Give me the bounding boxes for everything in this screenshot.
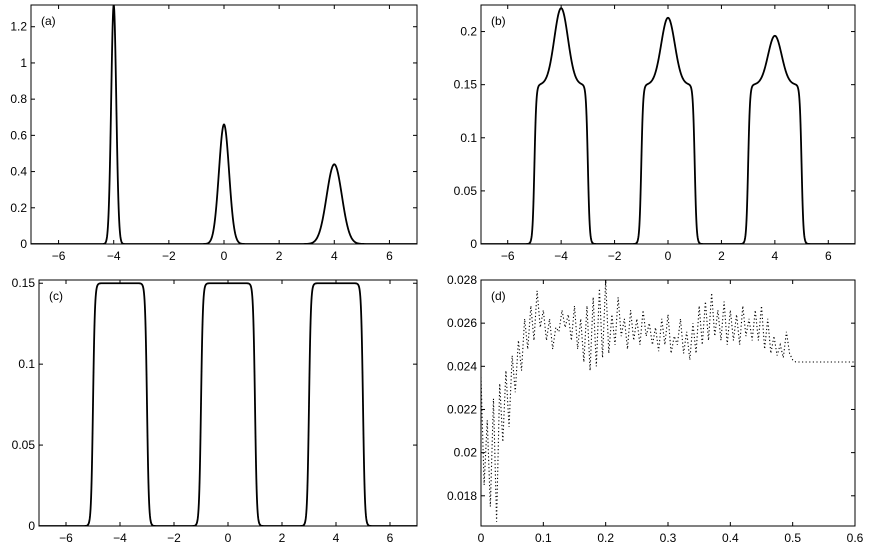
x-tick-label: 4 [772, 249, 779, 263]
y-tick-label: 0.4 [10, 165, 27, 179]
y-tick-label: 0 [20, 237, 27, 251]
y-tick-label: 0.15 [454, 78, 478, 92]
y-tick-label: 0.8 [10, 92, 27, 106]
y-tick-label: 0.05 [454, 184, 478, 198]
panel-label: (a) [41, 14, 56, 28]
y-tick-label: 0.1 [460, 131, 477, 145]
y-tick-label: 0.05 [12, 438, 36, 452]
y-tick-label: 0.2 [10, 201, 27, 215]
y-tick-label: 0 [470, 237, 477, 251]
series-line-solid [39, 282, 417, 526]
x-tick-label: −4 [554, 249, 568, 263]
x-tick-label: −2 [162, 249, 176, 263]
x-tick-label: 0 [478, 531, 485, 545]
series-line-dotted [481, 7, 855, 244]
panel-c: −6 −4 −2 0 2 4 6 0 0.05 0.1 0.15 (c) [12, 276, 418, 545]
y-tick-label: 0.028 [447, 273, 477, 287]
plot-frame [480, 4, 856, 245]
panel-label: (b) [491, 14, 506, 28]
x-tick-label: 0.1 [535, 531, 552, 545]
x-tick-label: 4 [331, 249, 338, 263]
x-tick-label: 0 [221, 249, 228, 263]
x-tick-label: −2 [167, 531, 181, 545]
y-tick-label: 1 [20, 56, 27, 70]
panel-d: 0 0.1 0.2 0.3 0.4 0.5 0.6 0.018 0.02 0.022 0.024 0.… [447, 273, 864, 545]
x-tick-label: 2 [276, 249, 283, 263]
x-tick-label: −6 [501, 249, 515, 263]
x-tick-label: 0 [225, 531, 232, 545]
panel-b: −6 −4 −2 0 2 4 6 0 0.05 0.1 0.15 0.2 (b) [454, 4, 856, 263]
y-tick-label: 1.2 [10, 20, 27, 34]
y-tick-label: 0.024 [447, 359, 477, 373]
x-tick-label: −6 [52, 249, 66, 263]
x-tick-label: 2 [718, 249, 725, 263]
y-tick-label: 0.2 [460, 25, 477, 39]
series-line-solid [31, 5, 417, 244]
x-tick-label: 0.3 [660, 531, 677, 545]
x-tick-label: 0.2 [597, 531, 614, 545]
series-line-dotted [481, 280, 855, 522]
x-tick-label: −4 [107, 249, 121, 263]
y-tick-label: 0.1 [18, 357, 35, 371]
y-tick-label: 0.026 [447, 316, 477, 330]
x-tick-label: 6 [387, 531, 394, 545]
x-tick-label: 4 [333, 531, 340, 545]
y-tick-label: 0.018 [447, 489, 477, 503]
x-tick-label: −6 [59, 531, 73, 545]
y-tick-label: 0.022 [447, 402, 477, 416]
x-tick-label: 0.5 [784, 531, 801, 545]
x-tick-label: −4 [113, 531, 127, 545]
x-tick-label: 0 [665, 249, 672, 263]
plot-frame [38, 279, 418, 527]
y-tick-label: 0.6 [10, 128, 27, 142]
panel-label: (c) [49, 289, 63, 303]
y-tick-label: 0.02 [454, 446, 478, 460]
x-tick-label: 2 [279, 531, 286, 545]
x-tick-label: 0.4 [722, 531, 739, 545]
panel-label: (d) [491, 289, 506, 303]
x-tick-label: 6 [825, 249, 832, 263]
x-tick-label: 6 [386, 249, 393, 263]
y-tick-label: 0 [28, 519, 35, 533]
x-tick-label: 0.6 [847, 531, 864, 545]
x-tick-label: −2 [608, 249, 622, 263]
y-tick-label: 0.15 [12, 276, 36, 290]
plot-frame [480, 279, 856, 527]
panel-a: −6 −4 −2 0 2 4 6 0 0.2 0.4 0.6 0.8 1 1.2 (a) [10, 4, 418, 263]
